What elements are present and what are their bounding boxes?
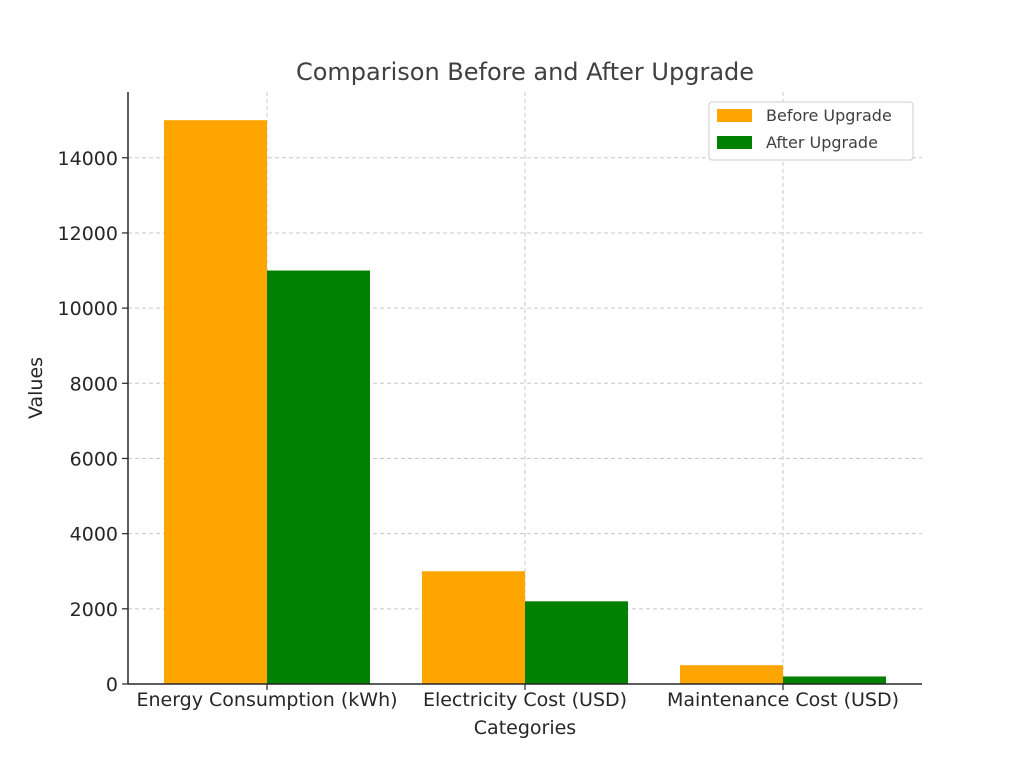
x-tick-label: Maintenance Cost (USD) [667, 689, 899, 711]
y-tick-label: 2000 [70, 599, 118, 621]
bar-before-upgrade [164, 120, 267, 684]
y-tick-label: 14000 [58, 148, 118, 170]
x-axis-label: Categories [474, 717, 576, 739]
legend-swatch-after [717, 136, 752, 149]
legend-label-after: After Upgrade [766, 133, 878, 152]
y-tick-label: 8000 [70, 373, 118, 395]
bar-after-upgrade [525, 601, 628, 684]
y-ticks: 0 2000 4000 6000 8000 10000 12000 14000 [58, 148, 128, 696]
chart-title: Comparison Before and After Upgrade [296, 58, 754, 86]
legend-box [708, 101, 914, 161]
bar-before-upgrade [680, 665, 783, 684]
y-tick-label: 0 [106, 674, 118, 696]
y-tick-label: 10000 [58, 298, 118, 320]
x-tick-label: Electricity Cost (USD) [423, 689, 627, 711]
legend-label-before: Before Upgrade [766, 106, 892, 125]
y-tick-label: 6000 [70, 448, 118, 470]
y-tick-label: 4000 [70, 524, 118, 546]
legend: Before Upgrade After Upgrade [708, 101, 914, 161]
bars [164, 120, 886, 684]
bar-before-upgrade [422, 571, 525, 684]
x-tick-label: Energy Consumption (kWh) [136, 689, 397, 711]
bar-after-upgrade [783, 676, 886, 684]
bar-after-upgrade [267, 270, 370, 684]
x-ticks: Energy Consumption (kWh) Electricity Cost… [136, 684, 899, 711]
legend-swatch-before [717, 109, 752, 122]
y-axis-label: Values [25, 357, 47, 419]
y-tick-label: 12000 [58, 223, 118, 245]
